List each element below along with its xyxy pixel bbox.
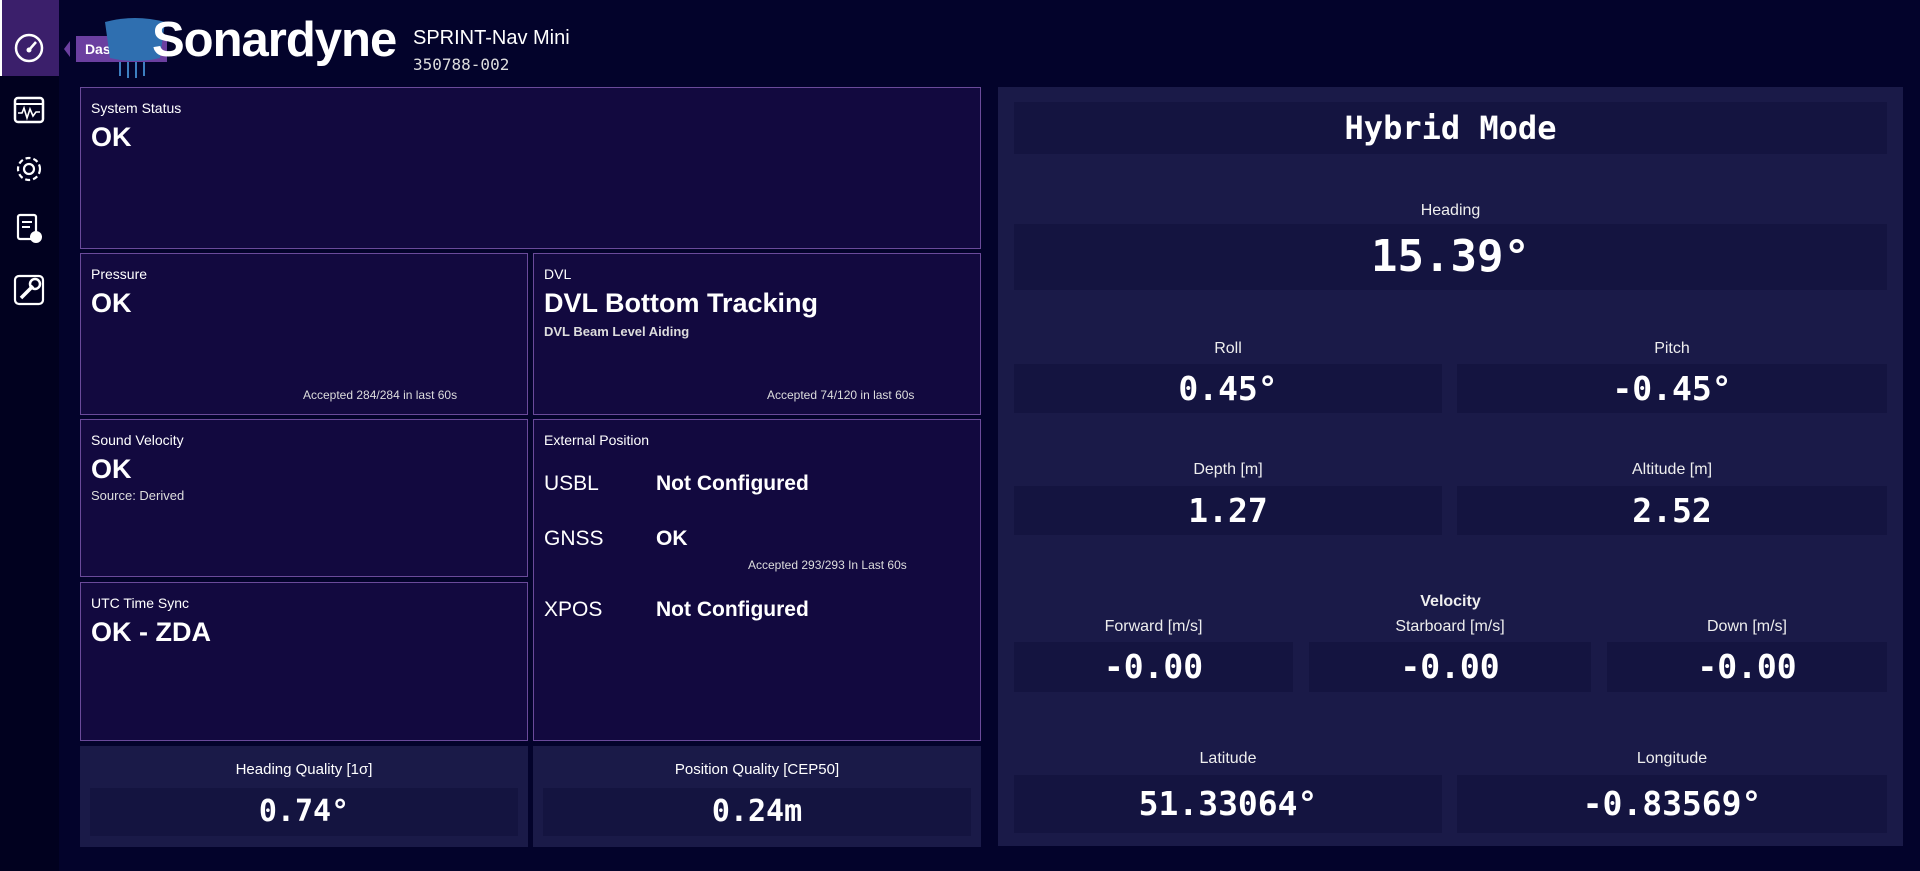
heading-quality: Heading Quality [1σ] 0.74°	[80, 746, 528, 847]
heading-value: 15.39°	[1014, 224, 1887, 290]
label: Down [m/s]	[1706, 618, 1787, 635]
velocity-value: -0.00	[1607, 642, 1887, 692]
value: 0.24m	[543, 788, 971, 836]
dashboard-icon[interactable]	[12, 31, 46, 65]
label: Heading	[1420, 202, 1481, 219]
sidebar: Dashboard	[0, 0, 167, 871]
label: Forward [m/s]	[1104, 618, 1203, 635]
pitch-value: -0.45°	[1457, 364, 1887, 413]
row-name: XPOS	[544, 598, 603, 621]
label: Depth [m]	[1193, 461, 1263, 478]
altitude-value: 2.52	[1457, 486, 1887, 535]
nav-dashboard[interactable]	[0, 0, 59, 76]
label: External Position	[544, 432, 650, 448]
label: DVL	[544, 266, 572, 282]
label: System Status	[91, 100, 182, 116]
value: OK	[91, 122, 132, 152]
position-quality: Position Quality [CEP50] 0.24m	[533, 746, 981, 847]
tools-icon[interactable]	[12, 273, 46, 307]
row-name: USBL	[544, 472, 599, 495]
row-note: Accepted 293/293 In Last 60s	[748, 558, 907, 572]
value: OK	[91, 454, 132, 484]
label: Position Quality [CEP50]	[674, 761, 840, 778]
nav-panel: Hybrid Mode Heading 15.39° Roll 0.45° Pi…	[998, 87, 1903, 846]
product-name: SPRINT-Nav Mini	[413, 27, 570, 49]
roll-value: 0.45°	[1014, 364, 1442, 413]
sound-velocity: Sound Velocity OK Source: Derived	[80, 419, 528, 577]
label: Sound Velocity	[91, 432, 184, 448]
label: Starboard [m/s]	[1395, 618, 1505, 635]
utc-time-sync: UTC Time Sync OK - ZDA	[80, 582, 528, 741]
label: Heading Quality [1σ]	[235, 761, 373, 778]
longitude-value: -0.83569°	[1457, 775, 1887, 833]
logo: Sonardyne	[152, 13, 397, 67]
dvl: DVL DVL Bottom Tracking DVL Beam Level A…	[533, 253, 981, 415]
value: DVL Bottom Tracking	[544, 288, 819, 318]
label: Pressure	[91, 266, 148, 282]
logo-mark	[105, 18, 165, 78]
value: OK - ZDA	[91, 617, 211, 647]
detail: DVL Beam Level Aiding	[544, 324, 690, 339]
monitor-icon[interactable]	[12, 93, 46, 127]
label: Pitch	[1654, 340, 1690, 357]
latitude-value: 51.33064°	[1014, 775, 1442, 833]
label: Altitude [m]	[1631, 461, 1713, 478]
label: Roll	[1214, 340, 1242, 357]
row-name: GNSS	[544, 527, 604, 550]
value: OK	[91, 288, 132, 318]
note: Accepted 74/120 in last 60s	[767, 388, 915, 402]
system-status: System Status OK	[80, 87, 981, 249]
label: Longitude	[1636, 750, 1708, 767]
velocity-value: -0.00	[1014, 642, 1293, 692]
detail: Source: Derived	[91, 488, 185, 503]
settings-icon[interactable]	[12, 152, 46, 186]
note: Accepted 284/284 in last 60s	[303, 388, 458, 402]
velocity-title: Velocity	[1420, 593, 1481, 610]
log-icon[interactable]	[12, 212, 46, 246]
velocity-value: -0.00	[1309, 642, 1591, 692]
row-status: Not Configured	[656, 472, 809, 495]
value: 0.74°	[90, 788, 518, 836]
depth-value: 1.27	[1014, 486, 1442, 535]
mode-title: Hybrid Mode	[1014, 102, 1887, 154]
row-status: OK	[656, 527, 688, 550]
label: Latitude	[1199, 750, 1257, 767]
row-status: Not Configured	[656, 598, 809, 621]
serial: 350788-002	[413, 55, 510, 74]
external-position: External Position USBL Not Configured GN…	[533, 419, 981, 741]
pressure: Pressure OK Accepted 284/284 in last 60s	[80, 253, 528, 415]
label: UTC Time Sync	[91, 595, 190, 611]
